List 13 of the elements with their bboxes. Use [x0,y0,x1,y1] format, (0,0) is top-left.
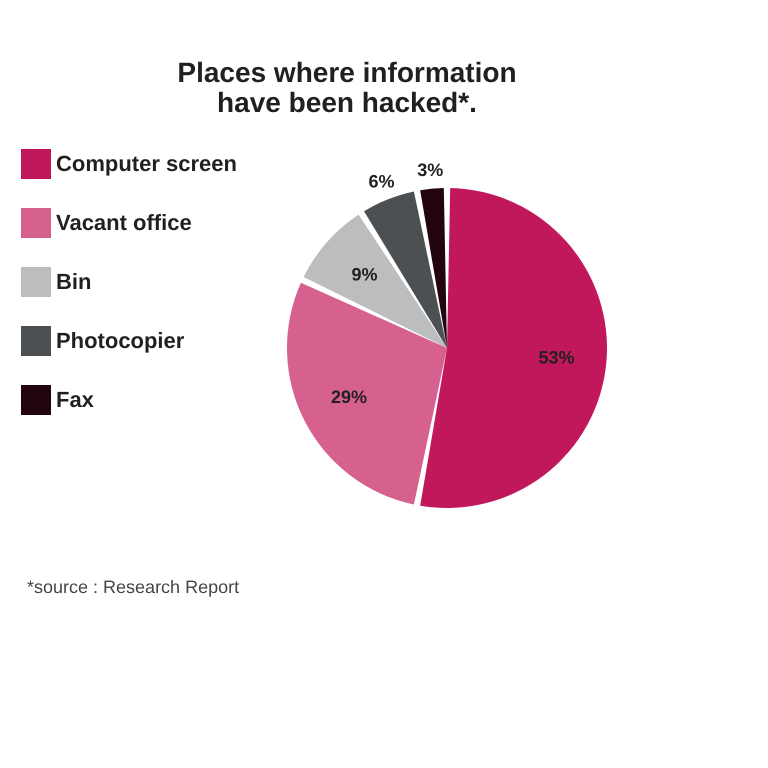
legend-label: Bin [56,269,92,294]
text: have been hacked*. [217,87,477,118]
data-label: 29% [330,386,368,407]
legend-label: Fax [56,387,95,412]
text: Places where information [177,57,517,88]
data-label: 9% [351,264,378,284]
legend-label: Computer screen [56,151,237,176]
legend-label: Photocopier [56,328,185,353]
data-label: 53% [538,347,575,368]
text: *source : Research Report [27,577,240,597]
data-label: 6% [368,172,394,192]
data-label: 3% [417,160,444,180]
legend-label: Vacant office [56,210,192,235]
